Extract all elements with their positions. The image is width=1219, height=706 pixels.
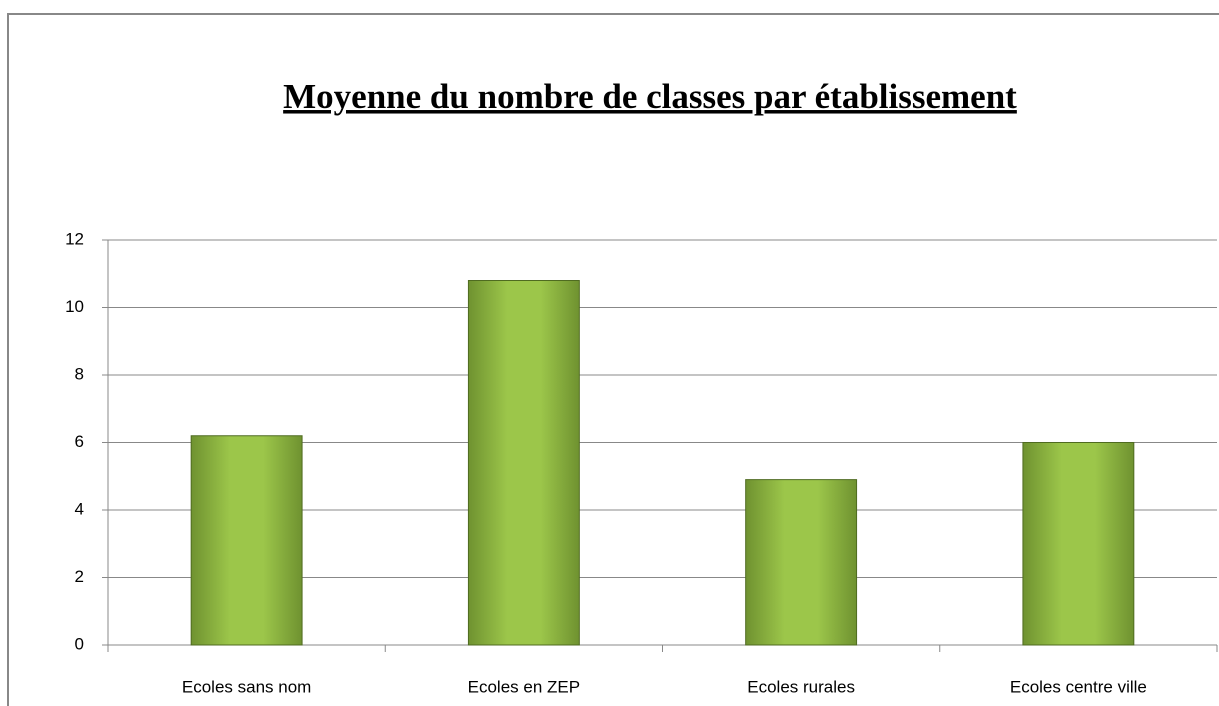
chart-frame bbox=[7, 13, 1219, 706]
y-tick-label: 0 bbox=[75, 634, 84, 653]
bar bbox=[745, 479, 858, 646]
x-tick-label: Ecoles en ZEP bbox=[468, 677, 580, 696]
x-tick-label: Ecoles sans nom bbox=[182, 677, 311, 696]
y-tick-label: 6 bbox=[75, 432, 84, 451]
x-tick-label: Ecoles rurales bbox=[747, 677, 855, 696]
bar bbox=[467, 280, 580, 646]
bar bbox=[1022, 442, 1135, 646]
y-tick-label: 8 bbox=[75, 364, 84, 383]
y-tick-label: 10 bbox=[65, 297, 84, 316]
y-tick-label: 2 bbox=[75, 567, 84, 586]
y-tick-label: 12 bbox=[65, 229, 84, 248]
bar bbox=[190, 435, 303, 646]
y-tick-label: 4 bbox=[75, 499, 84, 518]
x-tick-label: Ecoles centre ville bbox=[1010, 677, 1147, 696]
chart-title: Moyenne du nombre de classes par établis… bbox=[283, 77, 1017, 116]
